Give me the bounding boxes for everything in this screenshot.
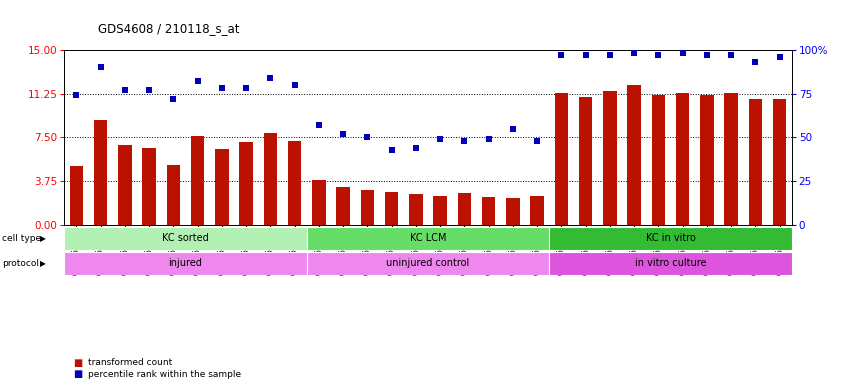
- Point: [579, 52, 592, 58]
- Bar: [627, 85, 641, 225]
- Bar: [360, 190, 374, 225]
- Bar: [312, 180, 325, 225]
- Text: KC LCM: KC LCM: [410, 233, 446, 243]
- Text: uninjured control: uninjured control: [386, 258, 470, 268]
- Point: [288, 82, 301, 88]
- Bar: [191, 136, 205, 225]
- Point: [384, 146, 398, 152]
- Text: protocol: protocol: [2, 258, 39, 268]
- Text: transformed count: transformed count: [88, 358, 172, 367]
- Bar: [215, 149, 229, 225]
- Text: ▶: ▶: [40, 258, 46, 268]
- Bar: [550, 252, 792, 275]
- Point: [166, 96, 180, 102]
- Bar: [118, 146, 132, 225]
- Point: [360, 134, 374, 141]
- Bar: [167, 165, 180, 225]
- Point: [264, 75, 277, 81]
- Bar: [409, 194, 423, 225]
- Point: [748, 59, 762, 65]
- Point: [69, 92, 83, 98]
- Text: KC sorted: KC sorted: [162, 233, 209, 243]
- Point: [482, 136, 496, 142]
- Point: [336, 131, 350, 137]
- Bar: [773, 99, 787, 225]
- Point: [555, 52, 568, 58]
- Bar: [724, 93, 738, 225]
- Point: [457, 138, 471, 144]
- Bar: [555, 93, 568, 225]
- Text: in vitro culture: in vitro culture: [635, 258, 706, 268]
- Text: percentile rank within the sample: percentile rank within the sample: [88, 370, 241, 379]
- Point: [603, 52, 616, 58]
- Bar: [69, 166, 83, 225]
- Point: [142, 87, 156, 93]
- Bar: [579, 96, 592, 225]
- Bar: [306, 252, 550, 275]
- Bar: [550, 227, 792, 250]
- Bar: [603, 91, 616, 225]
- Text: GDS4608 / 210118_s_at: GDS4608 / 210118_s_at: [98, 22, 240, 35]
- Text: cell type: cell type: [2, 233, 41, 243]
- Point: [239, 85, 253, 91]
- Bar: [64, 252, 306, 275]
- Point: [651, 52, 665, 58]
- Bar: [264, 132, 277, 225]
- Bar: [676, 93, 689, 225]
- Bar: [433, 195, 447, 225]
- Bar: [458, 193, 471, 225]
- Bar: [142, 148, 156, 225]
- Bar: [482, 197, 496, 225]
- Bar: [506, 198, 520, 225]
- Point: [530, 138, 544, 144]
- Point: [433, 136, 447, 142]
- Bar: [240, 142, 253, 225]
- Point: [506, 126, 520, 132]
- Text: injured: injured: [169, 258, 202, 268]
- Point: [312, 122, 325, 128]
- Bar: [651, 95, 665, 225]
- Bar: [531, 195, 544, 225]
- Point: [724, 52, 738, 58]
- Text: KC in vitro: KC in vitro: [645, 233, 695, 243]
- Text: ■: ■: [73, 369, 82, 379]
- Point: [118, 87, 132, 93]
- Bar: [336, 187, 350, 225]
- Point: [215, 85, 229, 91]
- Point: [675, 50, 689, 56]
- Point: [773, 54, 787, 60]
- Bar: [306, 227, 550, 250]
- Bar: [700, 95, 714, 225]
- Text: ▶: ▶: [40, 233, 46, 243]
- Point: [627, 50, 641, 56]
- Point: [409, 145, 423, 151]
- Point: [93, 65, 108, 71]
- Bar: [64, 227, 306, 250]
- Point: [191, 78, 205, 84]
- Bar: [749, 99, 762, 225]
- Bar: [94, 120, 107, 225]
- Point: [700, 52, 714, 58]
- Bar: [288, 141, 301, 225]
- Text: ■: ■: [73, 358, 82, 368]
- Bar: [385, 192, 398, 225]
